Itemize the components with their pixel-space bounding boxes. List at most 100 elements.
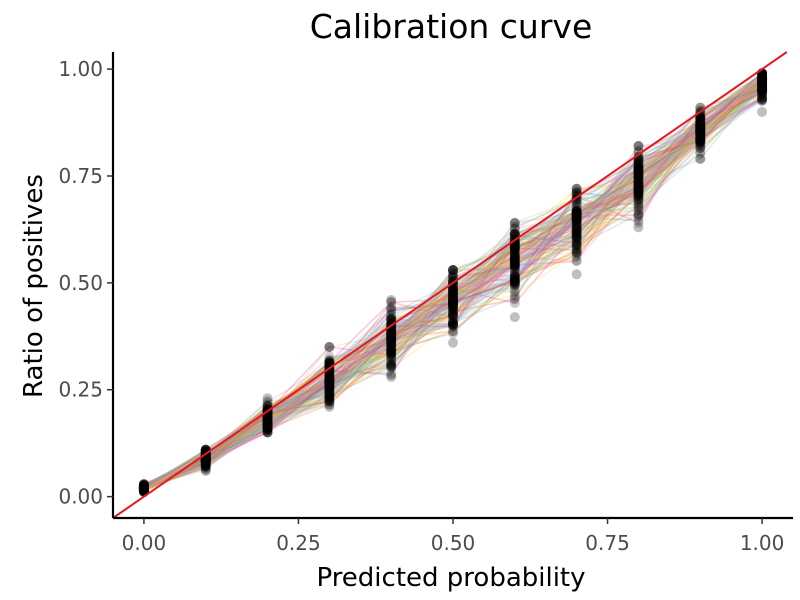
data-point (138, 482, 149, 493)
data-point (200, 451, 211, 462)
data-point (695, 137, 706, 148)
data-point (386, 338, 397, 349)
data-point (448, 287, 458, 298)
data-point (633, 168, 644, 179)
resample-line (143, 82, 763, 489)
data-point (757, 71, 768, 82)
data-point (695, 123, 706, 134)
data-point (324, 384, 335, 395)
data-point (633, 208, 644, 219)
data-point (757, 85, 768, 96)
data-point (509, 248, 520, 259)
data-point (448, 306, 458, 317)
data-point (448, 287, 458, 298)
data-point (571, 227, 582, 238)
data-point (386, 359, 397, 370)
resample-line (143, 93, 763, 492)
data-point (324, 373, 335, 384)
data-point (757, 82, 768, 93)
data-point (633, 176, 644, 187)
resample-line (143, 91, 763, 489)
data-point (695, 133, 706, 144)
resample-line (143, 74, 763, 488)
data-point (324, 357, 335, 368)
data-point (757, 106, 768, 117)
data-point (138, 478, 149, 489)
data-point (262, 413, 273, 424)
data-point (262, 413, 273, 424)
data-point (509, 223, 520, 234)
data-point (138, 483, 149, 494)
data-point (138, 482, 149, 493)
data-point (757, 82, 768, 93)
data-point (633, 201, 644, 212)
data-point (138, 483, 149, 494)
data-point (509, 243, 520, 254)
data-point (138, 481, 149, 492)
data-point (695, 124, 706, 135)
data-point (138, 482, 149, 493)
data-point (386, 347, 397, 358)
data-point (262, 420, 273, 431)
data-point (633, 182, 644, 193)
data-point (571, 206, 582, 217)
data-point (386, 318, 397, 329)
data-point (571, 223, 582, 234)
data-point (757, 82, 768, 93)
data-point (509, 280, 520, 291)
data-point (138, 483, 149, 494)
data-point (571, 211, 582, 222)
data-point (386, 303, 397, 314)
data-point (757, 81, 768, 92)
data-point (324, 373, 335, 384)
data-point (448, 317, 458, 328)
data-point (200, 454, 211, 465)
data-point (138, 482, 149, 493)
data-point (448, 326, 458, 337)
data-point (757, 83, 768, 94)
data-point (448, 286, 458, 297)
resample-line (143, 92, 763, 490)
data-point (324, 365, 335, 376)
data-point (633, 141, 644, 152)
data-point (571, 256, 582, 267)
data-point (571, 206, 582, 217)
data-point (633, 185, 644, 196)
data-point (571, 217, 582, 228)
data-point (509, 275, 520, 286)
resample-line (143, 80, 763, 489)
y-tick-label: 0.75 (58, 164, 103, 188)
data-point (448, 290, 458, 301)
data-point (571, 208, 582, 219)
data-point (324, 397, 335, 408)
data-point (633, 159, 644, 170)
resample-line (143, 77, 763, 488)
data-point (633, 174, 644, 185)
data-point (757, 84, 768, 95)
data-point (262, 408, 273, 419)
data-point (571, 225, 582, 236)
data-point (509, 274, 520, 285)
data-point (695, 124, 706, 135)
data-point (571, 251, 582, 262)
data-point (386, 294, 397, 305)
data-point (262, 419, 273, 430)
data-point (386, 340, 397, 351)
data-point (633, 191, 644, 202)
x-tick-label: 0.50 (431, 531, 476, 555)
data-point (324, 376, 335, 387)
data-point (200, 460, 211, 471)
data-point (448, 292, 458, 303)
resample-line (143, 76, 763, 490)
data-point (138, 484, 149, 495)
resample-line (143, 82, 763, 492)
data-point (509, 261, 520, 272)
data-point (386, 362, 397, 373)
data-point (200, 456, 211, 467)
data-point (757, 80, 768, 91)
data-point (138, 483, 149, 494)
data-point (262, 419, 273, 430)
data-point (200, 456, 211, 467)
data-point (138, 483, 149, 494)
data-point (695, 134, 706, 145)
